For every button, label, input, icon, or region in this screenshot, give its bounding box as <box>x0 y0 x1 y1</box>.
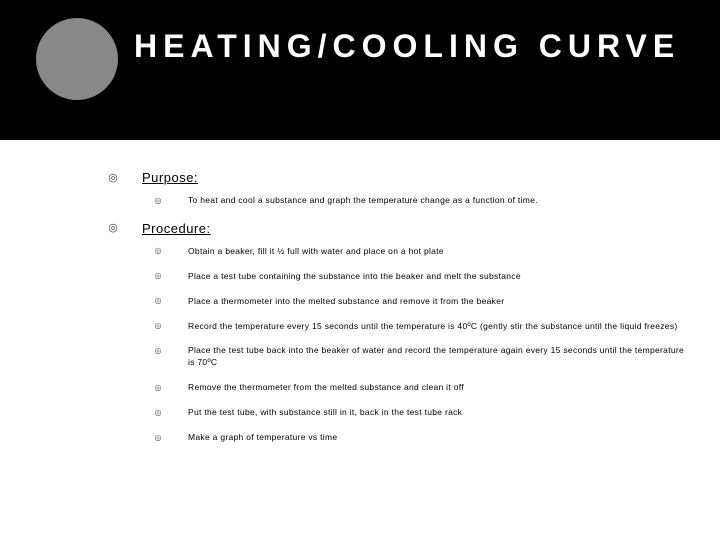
list-item: Record the temperature every 15 seconds … <box>154 321 688 333</box>
list-item-text: Make a graph of temperature vs time <box>188 432 337 444</box>
bullet-small-icon <box>154 433 162 441</box>
bullet-small-icon <box>154 346 162 354</box>
decor-circle <box>36 18 118 100</box>
bullet-small-icon <box>154 408 162 416</box>
bullet-small-icon <box>154 383 162 391</box>
list-item: Place the test tube back into the beaker… <box>154 345 688 369</box>
list-item: Obtain a beaker, fill it ½ full with wat… <box>154 246 688 258</box>
list-item-text: Remove the thermometer from the melted s… <box>188 382 464 394</box>
list-item: To heat and cool a substance and graph t… <box>154 195 688 207</box>
list-item: Place a thermometer into the melted subs… <box>154 296 688 308</box>
title-band: HEATING/COOLING CURVE <box>0 0 720 140</box>
section-heading-row: Purpose: <box>108 170 688 185</box>
list-item: Remove the thermometer from the melted s… <box>154 382 688 394</box>
slide-title: HEATING/COOLING CURVE <box>134 26 680 67</box>
section-heading-row: Procedure: <box>108 221 688 236</box>
bullet-small-icon <box>154 297 162 305</box>
section-sublist: Obtain a beaker, fill it ½ full with wat… <box>154 246 688 444</box>
list-item: Put the test tube, with substance still … <box>154 407 688 419</box>
content-area: Purpose: To heat and cool a substance an… <box>108 170 688 458</box>
list-item: Place a test tube containing the substan… <box>154 271 688 283</box>
section-heading: Purpose: <box>142 170 198 185</box>
list-item-text: Put the test tube, with substance still … <box>188 407 462 419</box>
section-sublist: To heat and cool a substance and graph t… <box>154 195 688 207</box>
bullet-large-icon <box>108 223 118 233</box>
bullet-small-icon <box>154 322 162 330</box>
list-item-text: To heat and cool a substance and graph t… <box>188 195 538 207</box>
list-item-text: Place the test tube back into the beaker… <box>188 345 688 369</box>
bullet-small-icon <box>154 272 162 280</box>
list-item-text: Place a thermometer into the melted subs… <box>188 296 504 308</box>
section-heading: Procedure: <box>142 221 211 236</box>
bullet-small-icon <box>154 247 162 255</box>
list-item-text: Record the temperature every 15 seconds … <box>188 321 678 333</box>
list-item-text: Obtain a beaker, fill it ½ full with wat… <box>188 246 444 258</box>
bullet-small-icon <box>154 196 162 204</box>
bullet-large-icon <box>108 172 118 182</box>
list-item-text: Place a test tube containing the substan… <box>188 271 521 283</box>
list-item: Make a graph of temperature vs time <box>154 432 688 444</box>
